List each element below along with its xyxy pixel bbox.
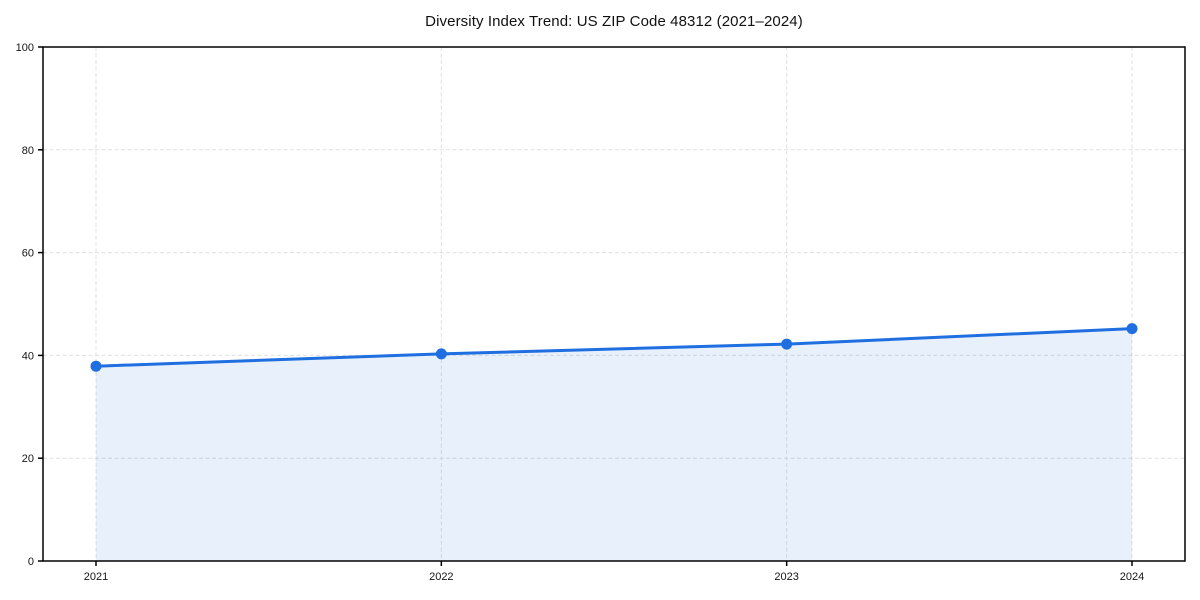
- x-axis-tick-label: 2023: [774, 571, 798, 583]
- x-axis-tick-label: 2022: [429, 571, 453, 583]
- plot-border: [42, 46, 1186, 562]
- data-point-marker: [90, 360, 102, 372]
- y-axis-tick-label: 40: [22, 350, 34, 362]
- y-axis-tick-label: 20: [22, 453, 34, 465]
- y-axis-tick-label: 80: [22, 145, 34, 157]
- y-axis-tick-label: 60: [22, 248, 34, 260]
- chart-title: Diversity Index Trend: US ZIP Code 48312…: [425, 13, 803, 30]
- trend-line: [94, 327, 1134, 368]
- y-axis-tick-label: 100: [16, 42, 34, 54]
- area-fill: [96, 328, 1132, 561]
- y-axis-tick-label: 0: [28, 556, 34, 568]
- x-axis-tick-label: 2021: [84, 571, 108, 583]
- data-point-marker: [781, 338, 793, 350]
- x-axis-tick-label: 2024: [1120, 571, 1144, 583]
- data-point-marker: [1126, 323, 1138, 335]
- data-point-marker: [435, 348, 447, 360]
